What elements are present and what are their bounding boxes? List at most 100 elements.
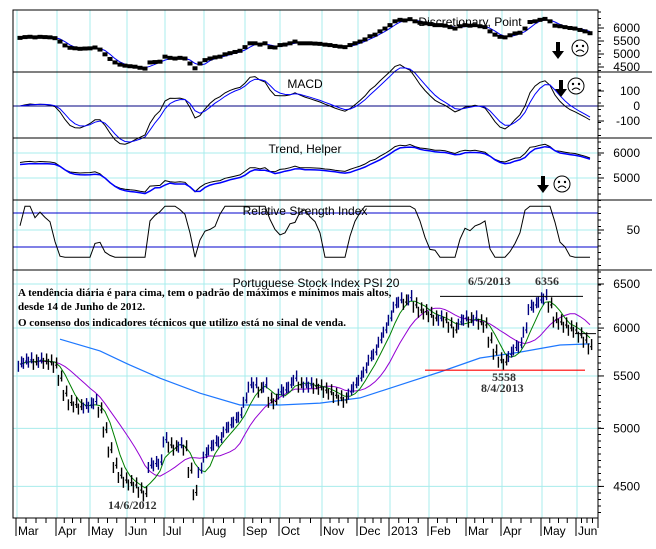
discretionary-point: [487, 29, 493, 34]
discretionary-point: [382, 26, 388, 31]
discretionary-point: [542, 16, 548, 21]
discretionary-point: [497, 34, 503, 39]
discretionary-point: [297, 41, 303, 46]
discretionary-point: [17, 35, 23, 40]
helper-line: [19, 145, 591, 195]
discretionary-point: [317, 41, 323, 46]
discretionary-point: [462, 23, 468, 28]
discretionary-point: [287, 41, 293, 46]
discretionary-point: [272, 45, 278, 50]
discretionary-point: [122, 63, 128, 68]
discretionary-point: [67, 45, 73, 50]
discretionary-point: [47, 35, 53, 40]
discretionary-point: [432, 23, 438, 28]
y-axis-label: 6500: [613, 277, 640, 291]
discretionary-point: [177, 55, 183, 60]
discretionary-point: [362, 37, 368, 42]
y-axis-label: 6000: [613, 146, 640, 160]
discretionary-point: [27, 34, 33, 39]
discretionary-sell-signal: [552, 39, 589, 59]
discretionary-point: [512, 31, 518, 36]
discretionary-point: [387, 23, 393, 28]
y-axis-label: 5000: [613, 47, 640, 61]
discretionary-point: [87, 46, 93, 51]
x-axis-label: Jul: [166, 524, 181, 538]
x-axis-label: 2013: [391, 524, 418, 538]
discretionary-point: [302, 41, 308, 46]
discretionary-point: [62, 43, 68, 48]
discretionary-point: [147, 60, 153, 65]
discretionary-point: [217, 54, 223, 59]
low-2012-date-label: 14/6/2012: [108, 498, 157, 512]
discretionary-point: [167, 55, 173, 60]
discretionary-point: [237, 48, 243, 53]
x-axis-label: May: [543, 524, 566, 538]
discretionary-point: [572, 26, 578, 31]
discretionary-point: [187, 61, 193, 66]
discretionary-point: [192, 66, 198, 71]
comment-line-1: A tendência diária é para cima, tem o pa…: [18, 287, 392, 299]
discretionary-point: [357, 39, 363, 44]
discretionary-point: [352, 41, 358, 46]
discretionary-point: [232, 49, 238, 54]
low-value-label: 5558: [492, 370, 516, 384]
discretionary-point: [227, 51, 233, 56]
discretionary-point: [72, 46, 78, 51]
discretionary-point: [152, 60, 158, 65]
discretionary-point: [212, 55, 218, 60]
y-axis-label: 50: [627, 223, 641, 237]
x-axis-label: Apr: [503, 524, 522, 538]
discretionary-point: [197, 61, 203, 66]
discretionary-point: [447, 25, 453, 30]
discretionary-point: [107, 56, 113, 61]
discretionary-point: [427, 22, 433, 27]
arrow-down-icon: [552, 42, 564, 59]
discretionary-point: [587, 31, 593, 36]
discretionary-point: [422, 21, 428, 26]
y-axis-label: 5000: [613, 171, 640, 185]
discretionary-point: [207, 56, 213, 61]
discretionary-point: [482, 25, 488, 30]
sad-face-icon: [553, 175, 571, 193]
x-axis-label: Sep: [246, 524, 268, 538]
x-axis-label: Jun: [578, 524, 597, 538]
x-axis-label: Aug: [205, 524, 226, 538]
discretionary-point: [577, 27, 583, 32]
discretionary-point: [322, 42, 328, 47]
discretionary-point: [52, 36, 58, 41]
discretionary-point: [517, 30, 523, 35]
trend-title: Trend, Helper: [269, 142, 342, 156]
y-axis-label: 4500: [613, 60, 640, 74]
low-date-label: 8/4/2013: [481, 381, 524, 395]
discretionary-point: [562, 25, 568, 30]
trend-sell-signal: [537, 175, 571, 193]
y-axis-label: 5000: [613, 421, 640, 435]
discretionary-point: [312, 41, 318, 46]
discretionary-point: [292, 39, 298, 44]
discretionary-point: [547, 19, 553, 24]
discretionary-point: [42, 35, 48, 40]
discretionary-point: [117, 62, 123, 67]
sad-face-icon: [571, 39, 589, 57]
macd-sell-signal: [555, 77, 585, 97]
y-axis-label: 5500: [613, 369, 640, 383]
arrow-down-icon: [555, 80, 567, 97]
y-axis-label: 4500: [613, 479, 640, 493]
macd-signal-line: [19, 67, 591, 143]
discretionary-point: [97, 47, 103, 52]
discretionary-point: [377, 29, 383, 34]
discretionary-point: [202, 58, 208, 63]
marks: [13, 16, 598, 502]
y-axis-label: 6000: [613, 21, 640, 35]
discretionary-point: [502, 35, 508, 40]
discretionary-point: [277, 43, 283, 48]
discretionary-point: [452, 26, 458, 31]
discretionary-point: [32, 35, 38, 40]
discretionary-point: [282, 42, 288, 47]
x-axis-label: Apr: [58, 524, 77, 538]
macd-line: [19, 64, 591, 145]
y-axis-label: 5500: [613, 34, 640, 48]
discretionary-point: [347, 43, 353, 48]
discretionary-point: [247, 41, 253, 46]
discretionary-title: Discretionary, Point: [418, 15, 522, 29]
